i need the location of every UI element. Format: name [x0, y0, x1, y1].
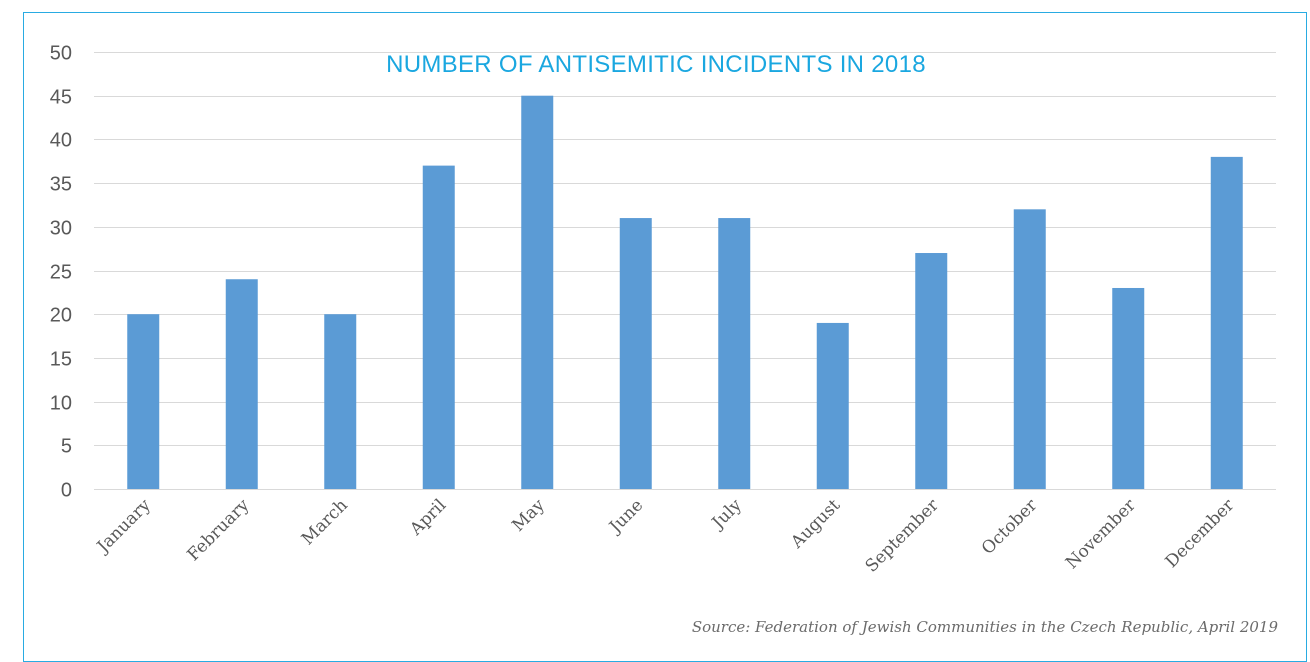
chart-title-text: NUMBER OF ANTISEMITIC INCIDENTS IN 2018 — [386, 51, 926, 78]
gridlines — [94, 53, 1276, 490]
y-tick-label: 25 — [50, 262, 72, 284]
y-tick-label: 10 — [50, 393, 72, 415]
x-axis-ticks: January February March April May June July Augu… — [92, 495, 1239, 577]
y-tick-label: 5 — [61, 436, 72, 458]
x-tick-label: February — [183, 495, 253, 565]
y-tick-label: 40 — [50, 130, 72, 152]
y-tick-label: 45 — [50, 87, 72, 109]
x-tick-label: January — [92, 495, 155, 558]
bar-january — [127, 314, 159, 489]
chart-title: NUMBER OF ANTISEMITIC INCIDENTS IN 2018 — [0, 51, 1310, 79]
bar-february — [226, 279, 258, 489]
bar-may — [521, 96, 553, 489]
x-tick-label: October — [978, 495, 1042, 559]
bar-september — [915, 253, 947, 489]
x-tick-label: May — [508, 495, 549, 536]
y-tick-label: 0 — [61, 480, 72, 502]
x-tick-label: November — [1062, 495, 1140, 573]
y-tick-label: 35 — [50, 174, 72, 196]
x-tick-label: June — [604, 495, 647, 538]
y-tick-label: 20 — [50, 305, 72, 327]
bar-july — [718, 218, 750, 489]
x-tick-label: August — [787, 495, 845, 553]
x-tick-label: April — [406, 495, 451, 540]
bar-june — [620, 218, 652, 489]
x-tick-label: March — [298, 495, 352, 549]
bar-december — [1211, 157, 1243, 489]
bars — [127, 96, 1243, 489]
bar-november — [1112, 288, 1144, 489]
x-tick-label: September — [862, 495, 944, 577]
y-tick-label: 30 — [50, 218, 72, 240]
x-tick-label: December — [1162, 495, 1239, 572]
bar-march — [324, 314, 356, 489]
y-tick-label: 15 — [50, 349, 72, 371]
bar-october — [1014, 209, 1046, 489]
bar-april — [423, 166, 455, 489]
source-note: Source: Federation of Jewish Communities… — [692, 618, 1278, 636]
x-tick-label: July — [707, 495, 746, 534]
bar-august — [817, 323, 849, 489]
